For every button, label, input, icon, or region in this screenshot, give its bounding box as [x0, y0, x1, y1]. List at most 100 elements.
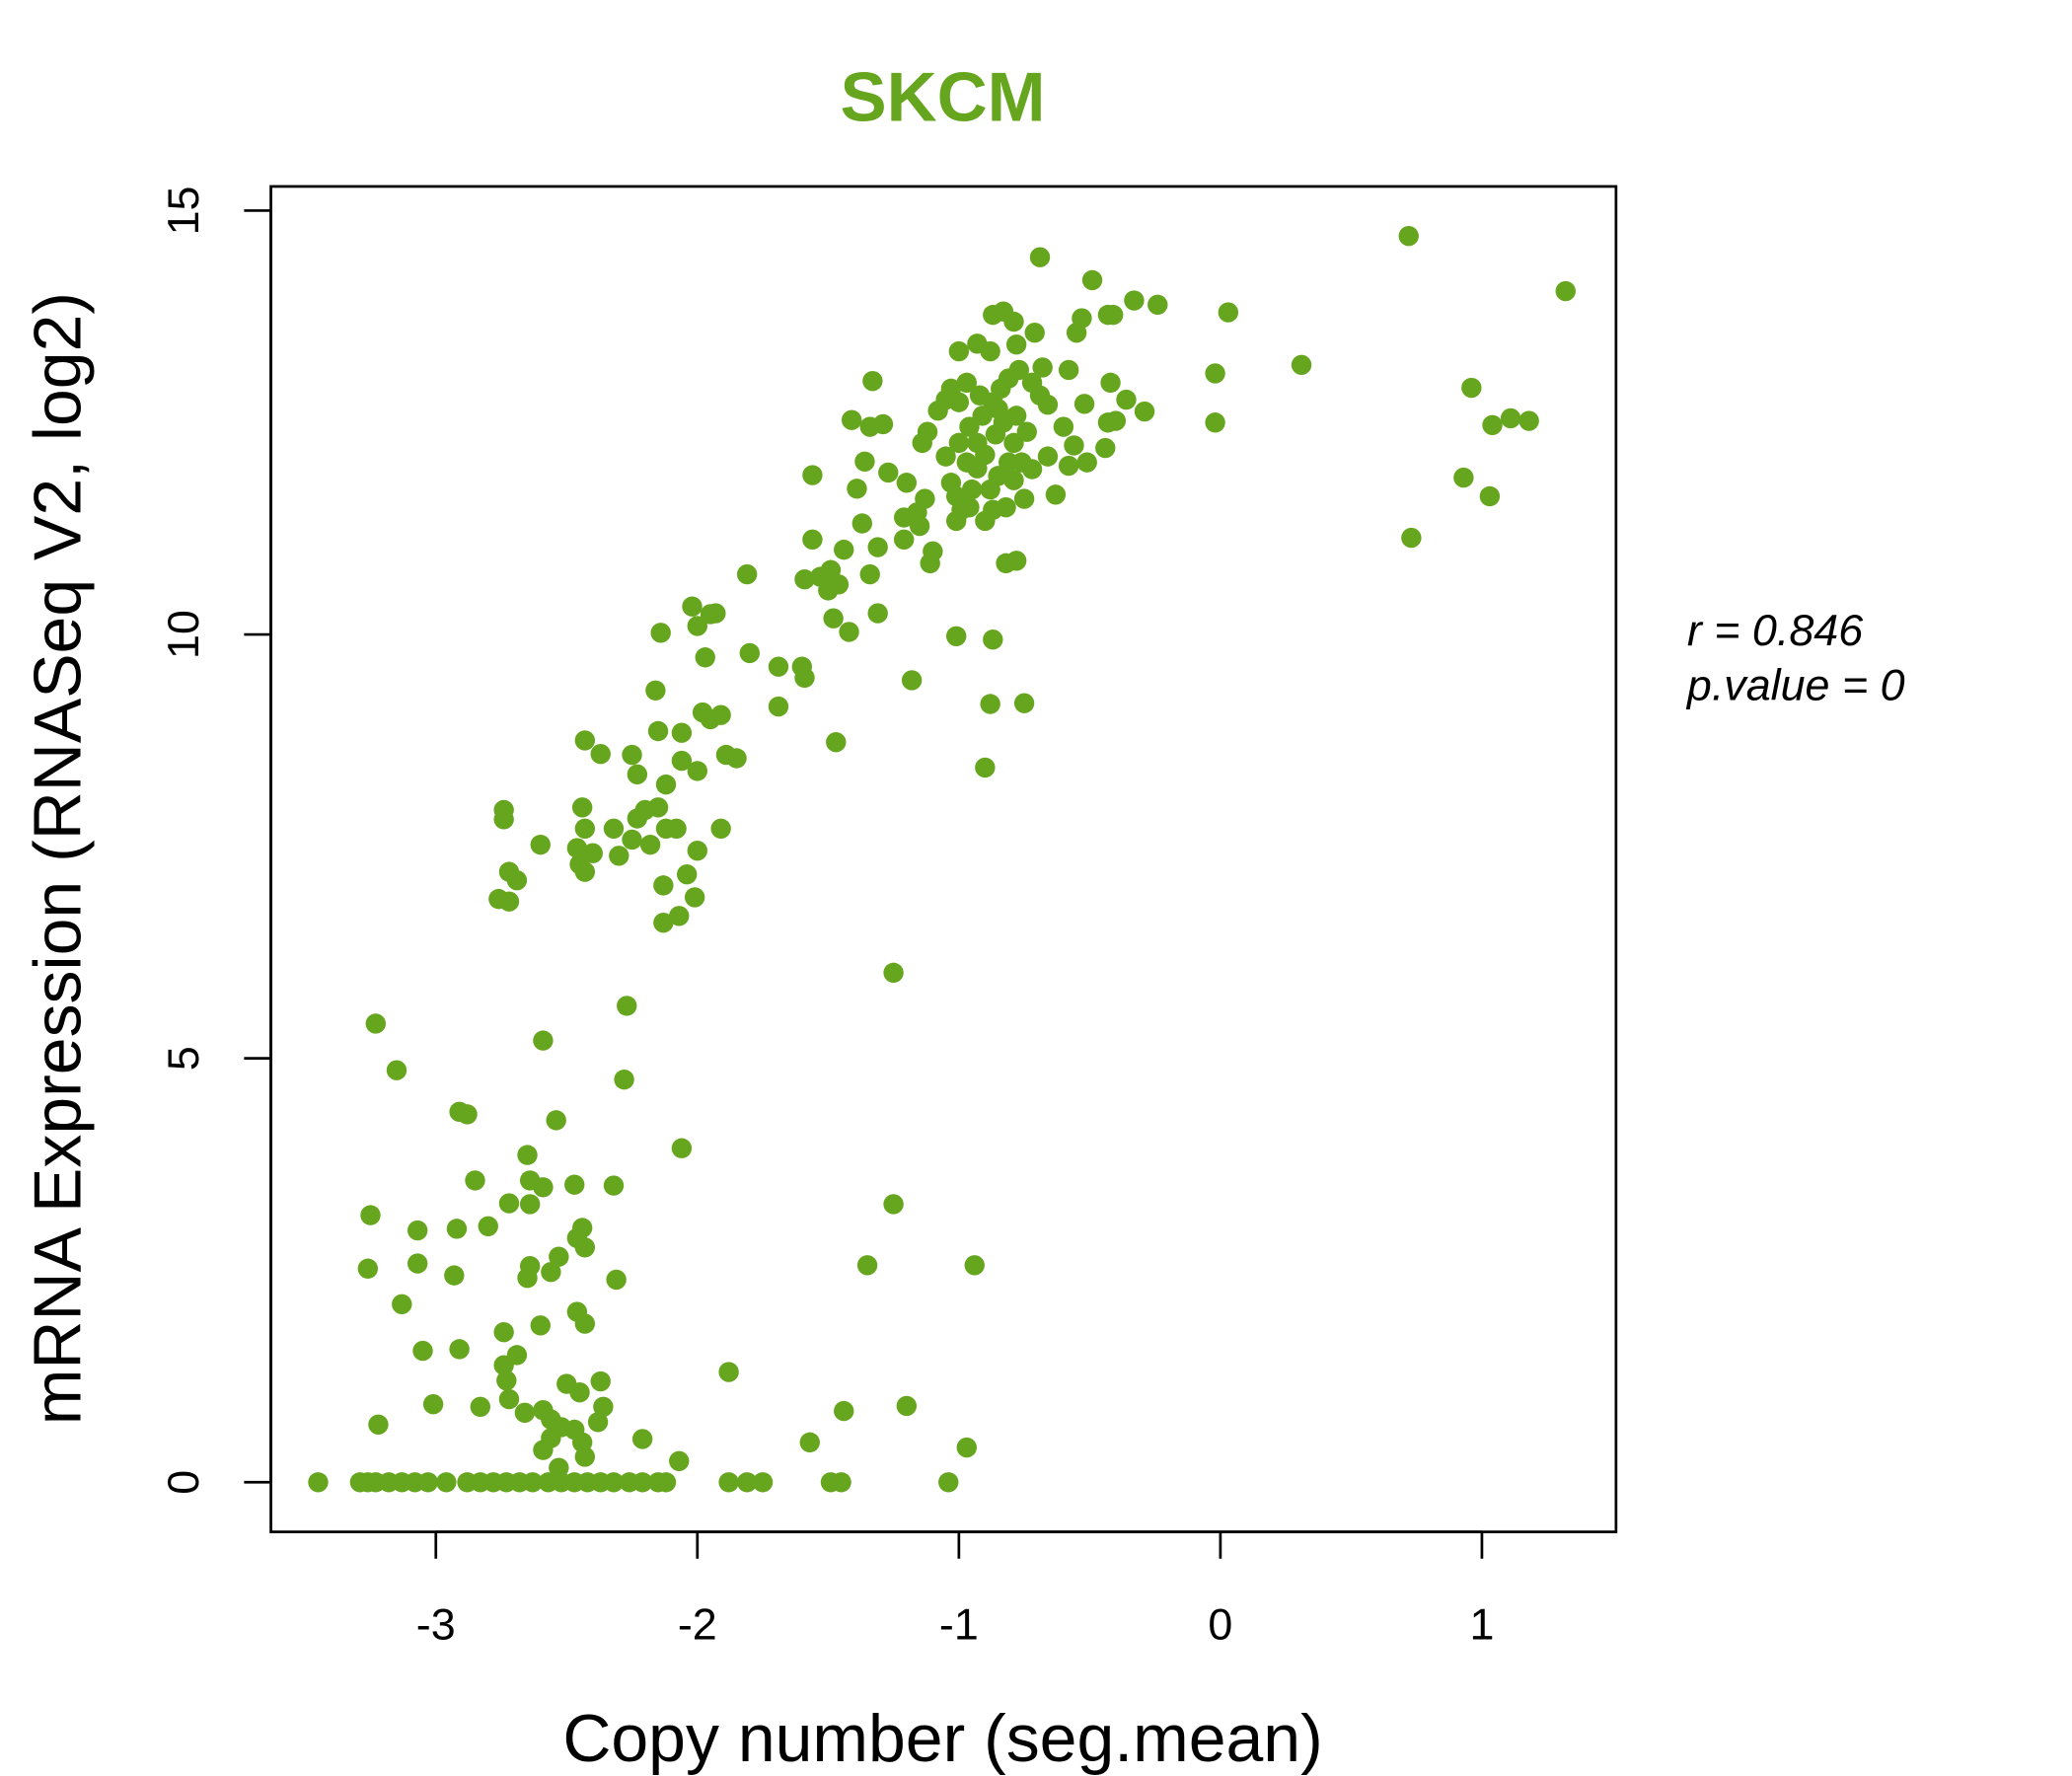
data-point	[1105, 410, 1127, 431]
data-point	[687, 761, 707, 781]
data-point	[606, 1269, 627, 1291]
data-point	[935, 446, 956, 467]
data-point	[1103, 304, 1124, 326]
y-tick-label: 0	[158, 1470, 208, 1495]
data-point	[687, 616, 707, 636]
data-point	[365, 1013, 386, 1034]
data-point	[360, 1205, 381, 1225]
data-point	[627, 764, 648, 785]
data-point	[752, 1472, 774, 1493]
data-point	[1005, 406, 1027, 426]
data-point	[1401, 527, 1422, 549]
data-point	[603, 1175, 625, 1196]
data-point	[794, 569, 815, 590]
data-point	[671, 722, 693, 743]
chart-title: SKCM	[840, 57, 1045, 135]
data-point	[609, 846, 629, 866]
data-point	[449, 1339, 470, 1360]
data-point	[820, 559, 842, 580]
data-point	[1555, 280, 1576, 302]
data-point	[614, 1069, 634, 1090]
data-point	[496, 1369, 517, 1391]
data-point	[896, 473, 918, 493]
data-point	[650, 623, 671, 643]
data-point	[590, 744, 611, 765]
data-point	[631, 1472, 653, 1493]
data-point	[938, 1472, 959, 1493]
data-point	[1058, 455, 1079, 477]
data-point	[983, 499, 1003, 520]
data-point	[1134, 401, 1155, 422]
data-point	[1003, 311, 1024, 333]
data-point	[493, 1321, 514, 1343]
data-point	[964, 1255, 985, 1276]
data-point	[1005, 551, 1027, 571]
data-point	[768, 696, 789, 717]
y-tick-label: 15	[158, 185, 208, 235]
data-point	[444, 1265, 465, 1286]
data-point	[1218, 302, 1239, 323]
data-point	[647, 720, 669, 742]
data-point	[417, 1472, 438, 1493]
data-point	[493, 809, 514, 830]
data-point	[999, 452, 1019, 473]
data-point	[799, 1432, 820, 1453]
data-point	[1479, 485, 1501, 507]
x-axis: -3 -2 -1 0 1	[416, 1530, 1494, 1649]
data-point	[308, 1472, 329, 1493]
data-point	[617, 996, 637, 1016]
data-point	[710, 704, 731, 725]
data-point	[862, 370, 883, 392]
data-point	[1291, 354, 1312, 376]
data-point	[653, 875, 674, 896]
data-point	[1124, 290, 1145, 311]
y-axis-label: mRNA Expression (RNASeq V2, log2)	[21, 292, 96, 1425]
data-point	[948, 340, 970, 362]
data-point	[736, 563, 758, 585]
data-point	[407, 1253, 428, 1274]
data-point	[1013, 488, 1035, 509]
y-tick-label: 10	[158, 610, 208, 659]
data-point	[859, 563, 880, 585]
data-point	[574, 730, 596, 751]
data-point	[794, 667, 815, 689]
data-point	[639, 834, 661, 855]
data-point	[956, 1437, 977, 1458]
data-point	[736, 1472, 758, 1493]
data-point	[1482, 414, 1503, 436]
data-point	[465, 1170, 485, 1191]
data-point	[564, 1174, 585, 1195]
data-point	[915, 488, 935, 509]
data-point	[1072, 308, 1092, 329]
data-point	[684, 887, 705, 908]
data-point	[655, 774, 677, 795]
data-point	[593, 1396, 614, 1417]
data-point	[519, 1194, 541, 1215]
data-point	[569, 1381, 590, 1403]
data-point	[1081, 269, 1103, 291]
x-tick-label: 1	[1469, 1598, 1494, 1649]
data-point	[457, 1104, 478, 1125]
data-point	[718, 1362, 739, 1382]
data-point	[1076, 452, 1097, 473]
data-point	[357, 1258, 379, 1279]
data-point	[603, 818, 625, 840]
x-tick-label: -2	[678, 1598, 717, 1649]
data-point	[856, 1255, 878, 1276]
data-point	[969, 385, 991, 406]
data-point	[726, 748, 747, 769]
data-point	[1398, 226, 1419, 247]
data-point	[1032, 357, 1053, 378]
data-point	[478, 1216, 498, 1236]
data-point	[948, 392, 970, 412]
data-point	[917, 421, 938, 442]
data-point	[498, 1193, 520, 1214]
data-point	[470, 1396, 490, 1417]
data-point	[847, 479, 867, 499]
data-point	[1147, 294, 1168, 316]
data-point	[1029, 247, 1051, 267]
data-point	[574, 1237, 596, 1258]
data-point	[622, 744, 642, 766]
data-point	[669, 1450, 690, 1471]
